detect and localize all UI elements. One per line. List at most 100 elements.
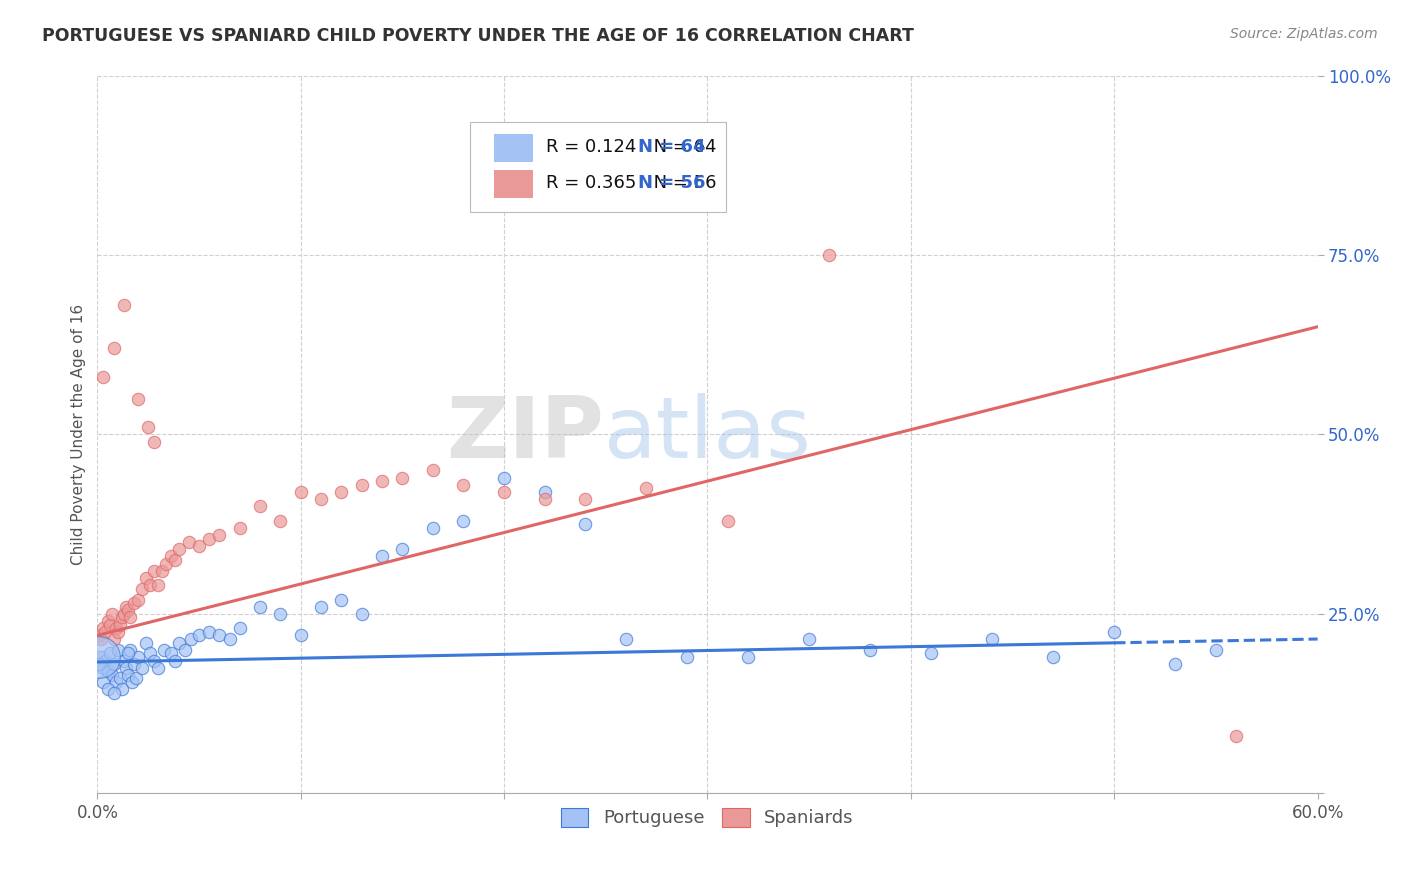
Point [533,484,555,499]
Point [118,610,141,624]
Point [93,675,115,690]
Point [249,599,271,614]
Point [494,470,516,484]
Point [93,661,115,675]
Point [574,517,596,532]
Point [89,628,111,642]
Point [98,646,121,660]
Point [117,603,139,617]
Point [103,632,125,646]
Point [94,624,117,639]
Point [93,370,115,384]
Point [330,592,353,607]
Point [148,661,170,675]
Point [90,632,112,646]
FancyBboxPatch shape [494,135,533,161]
Point [920,646,942,660]
FancyBboxPatch shape [494,170,533,197]
Point [159,646,181,660]
Point [533,491,555,506]
Point [107,624,129,639]
Point [93,621,115,635]
Point [114,599,136,614]
Point [167,635,190,649]
Point [737,650,759,665]
Point [96,665,118,679]
Point [139,646,162,660]
Point [228,621,250,635]
Point [100,607,122,621]
Text: atlas: atlas [603,393,811,476]
Text: ZIP: ZIP [446,393,603,476]
Point [114,661,136,675]
Point [135,571,157,585]
Point [90,650,112,665]
Point [453,514,475,528]
Point [111,682,134,697]
Point [118,642,141,657]
Point [108,617,131,632]
Point [330,484,353,499]
Point [136,420,159,434]
Point [117,646,139,660]
Point [153,642,176,657]
Point [122,596,145,610]
Point [173,642,195,657]
Point [111,610,134,624]
Point [159,549,181,564]
Point [981,632,1004,646]
Point [121,675,143,690]
Point [453,477,475,491]
Point [188,628,211,642]
Point [180,632,202,646]
Legend: Portuguese, Spaniards: Portuguese, Spaniards [554,801,860,835]
Point [127,650,149,665]
Point [818,248,841,262]
Point [290,484,312,499]
Point [350,477,373,491]
Point [167,542,190,557]
Point [371,474,394,488]
Text: N = 64: N = 64 [638,138,706,156]
Point [218,632,240,646]
Point [799,632,821,646]
Point [143,564,166,578]
Point [94,654,117,668]
Point [198,532,221,546]
Point [422,463,444,477]
Point [112,654,135,668]
Point [391,542,413,557]
Text: Source: ZipAtlas.com: Source: ZipAtlas.com [1230,27,1378,41]
Point [96,682,118,697]
Point [717,514,740,528]
Point [107,642,129,657]
Point [100,668,122,682]
Point [135,635,157,649]
Point [163,654,186,668]
Point [676,650,699,665]
Point [309,599,332,614]
Point [143,434,166,449]
Text: R = 0.124   N = 64: R = 0.124 N = 64 [547,138,717,156]
Point [122,657,145,672]
Point [208,628,231,642]
Point [1042,650,1064,665]
Point [1225,729,1247,743]
Point [112,298,135,312]
Point [103,341,125,355]
Point [112,607,135,621]
Point [89,650,111,665]
Point [155,557,177,571]
FancyBboxPatch shape [470,122,725,212]
Point [371,549,394,564]
Point [859,642,882,657]
Point [228,521,250,535]
Point [1205,642,1227,657]
Point [131,661,153,675]
Point [1102,624,1125,639]
Point [104,675,127,690]
Point [163,553,186,567]
Point [188,539,211,553]
Text: N = 56: N = 56 [638,174,706,192]
Point [117,668,139,682]
